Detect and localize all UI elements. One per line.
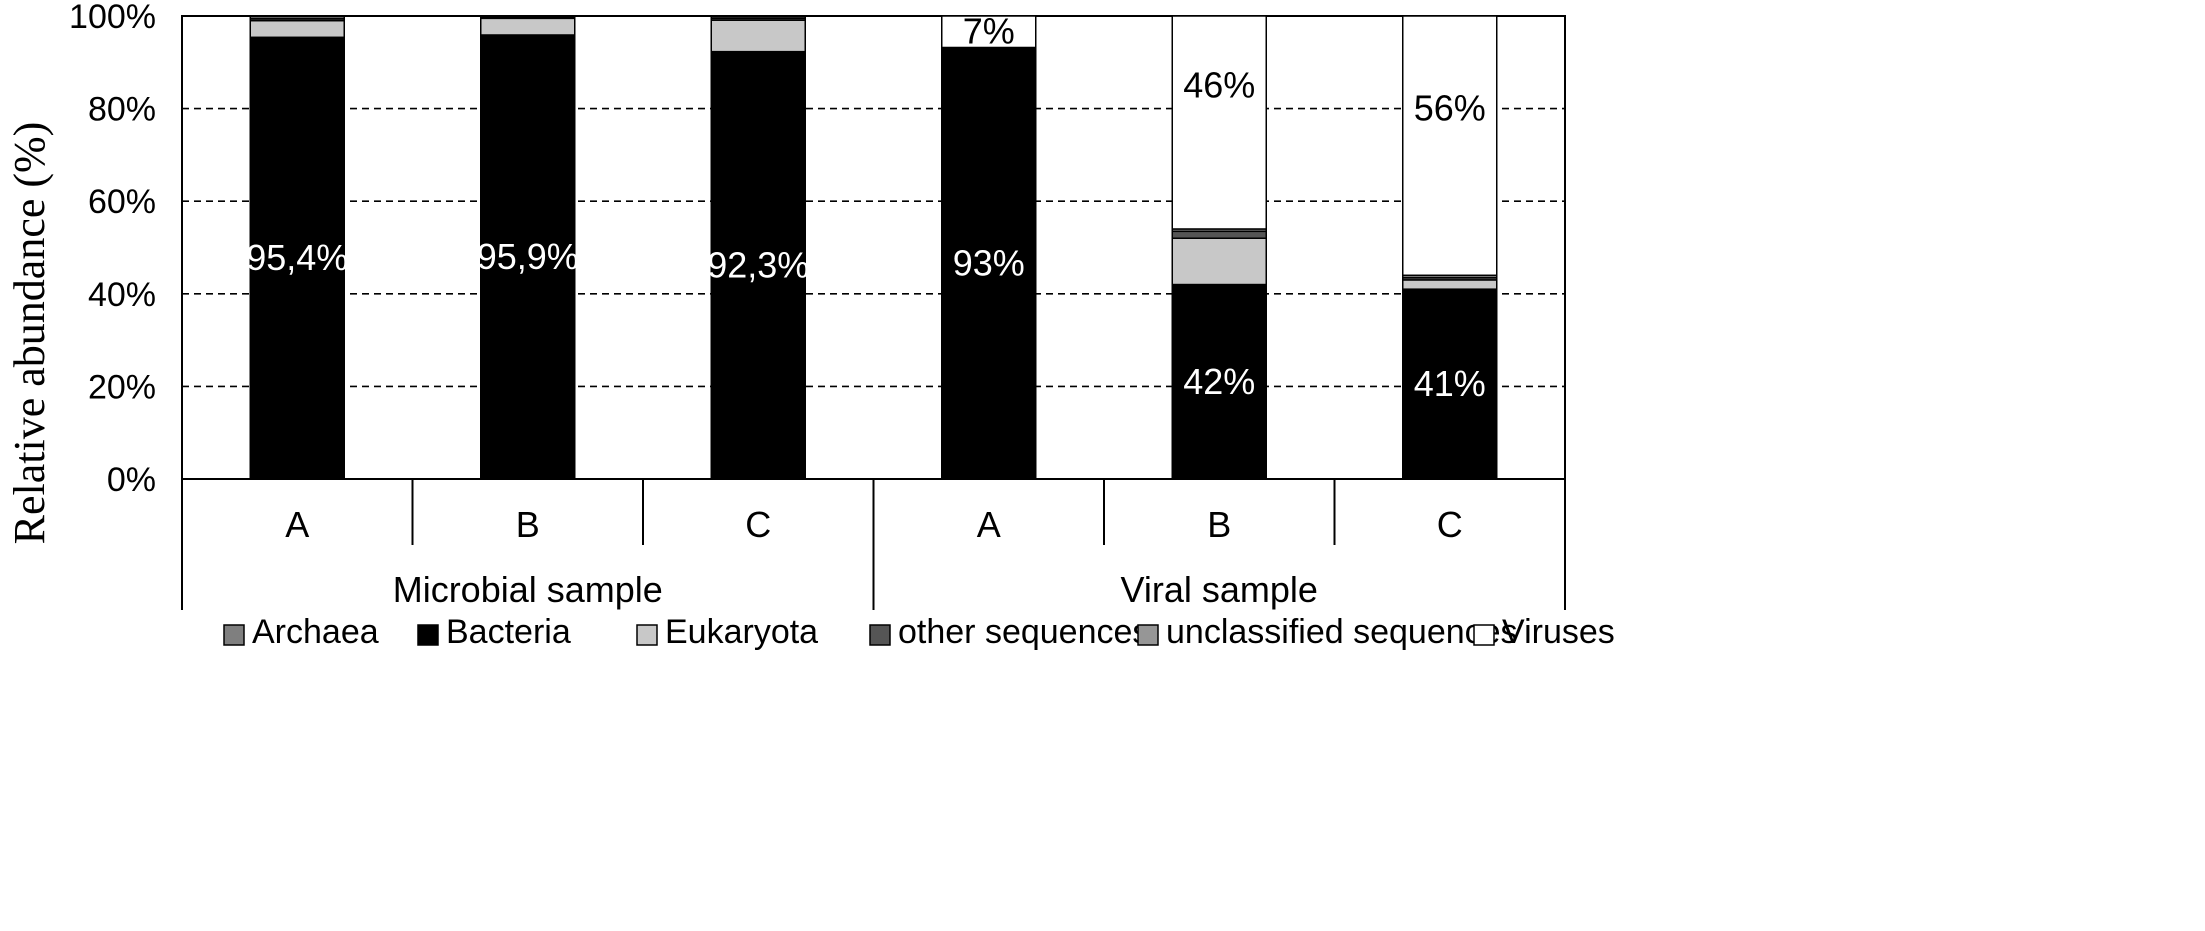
y-tick-label: 80%	[88, 91, 156, 129]
legend-swatch	[417, 624, 439, 646]
bar-segment-viruses	[941, 15, 1037, 49]
bar-segment-eukaryota	[249, 19, 345, 39]
legend: Archaea Bacteria Eukaryota other sequences u…	[223, 613, 1615, 651]
bar-segment-eukaryota	[480, 17, 576, 36]
y-tick-label: 100%	[69, 0, 156, 36]
x-category-label: A	[977, 504, 1001, 545]
legend-label: Viruses	[1502, 613, 1615, 651]
data-label: 42%	[1183, 361, 1255, 402]
x-category-label: C	[1437, 504, 1463, 545]
bar-segment-bacteria	[710, 50, 806, 480]
data-label: 41%	[1414, 363, 1486, 404]
legend-swatch	[636, 624, 658, 646]
group-label: Microbial sample	[393, 569, 663, 610]
legend-label: Bacteria	[446, 613, 571, 651]
gridlines	[181, 15, 1566, 480]
legend-label: Archaea	[252, 613, 379, 651]
group-label: Viral sample	[1121, 569, 1318, 610]
bar-segment-eukaryota	[710, 19, 806, 53]
x-category-label: C	[745, 504, 771, 545]
axes: 0% 20% 40% 60% 80% 100% A B C A B C Microbial sample…	[69, 0, 1566, 610]
legend-swatch	[223, 624, 245, 646]
y-tick-label: 0%	[107, 461, 156, 499]
data-label: 46%	[1183, 64, 1255, 105]
bar-segment-archaea	[249, 15, 345, 18]
x-category-label: B	[1207, 504, 1231, 545]
y-tick-label: 40%	[88, 276, 156, 314]
legend-label: other sequences	[898, 613, 1149, 651]
y-tick-label: 60%	[88, 183, 156, 221]
plot-area	[181, 15, 1566, 480]
bar-segment-bacteria	[249, 36, 345, 480]
bar-segment-archaea	[480, 15, 576, 18]
x-category-label: A	[285, 504, 309, 545]
data-label: 56%	[1414, 88, 1486, 129]
y-tick-label: 20%	[88, 368, 156, 406]
y-axis-title: Relative abundance (%)	[5, 122, 54, 545]
legend-swatch	[869, 624, 891, 646]
bar-segment-viruses	[1402, 15, 1498, 277]
bar-segment-other-sequences	[1171, 230, 1267, 239]
data-label: 7%	[963, 11, 1015, 52]
legend-swatch	[1137, 624, 1159, 646]
bar-segment-viruses	[1171, 15, 1267, 230]
bar-segment-eukaryota	[1171, 237, 1267, 286]
bar-segment-eukaryota	[1402, 279, 1498, 290]
data-label: 95,9%	[477, 236, 579, 277]
data-labels: 95,4% 95,9% 92,3% 93% 7% 42% 46% 41% 56%	[246, 11, 1486, 404]
data-label: 95,4%	[246, 237, 348, 278]
bars	[249, 15, 1498, 480]
legend-label: Eukaryota	[665, 613, 818, 651]
bar-segment-bacteria	[1171, 283, 1267, 480]
bar-segment-bacteria	[1402, 288, 1498, 480]
bar-segment-bacteria	[480, 34, 576, 480]
data-label: 92,3%	[707, 244, 809, 285]
legend-label: unclassified sequences	[1166, 613, 1518, 651]
bar-segment-archaea	[710, 15, 806, 18]
legend-swatch	[1473, 624, 1495, 646]
x-category-label: B	[516, 504, 540, 545]
data-label: 93%	[953, 243, 1025, 284]
